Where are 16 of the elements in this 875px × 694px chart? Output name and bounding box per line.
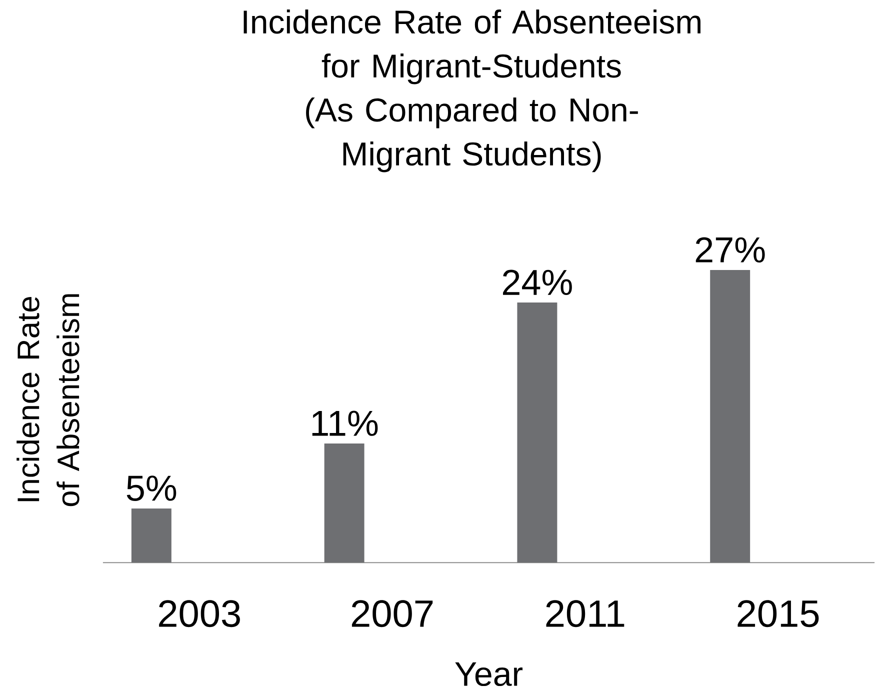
- x-axis-title: Year: [455, 662, 523, 686]
- bar: [324, 444, 364, 563]
- x-tick-label: 2007: [352, 600, 433, 628]
- data-label: 24%: [502, 270, 572, 296]
- chart-subtitle: (As Compared to Non-Migrant Students): [306, 98, 638, 172]
- data-label: 5%: [126, 476, 176, 502]
- bar: [710, 270, 750, 563]
- bar: [131, 508, 172, 563]
- bar: [517, 302, 558, 563]
- x-tick-label: 2015: [738, 600, 819, 628]
- data-label: 27%: [696, 237, 765, 263]
- x-tick-label: 2003: [159, 600, 240, 628]
- chart-title: Incidence Rate of Absenteeism for Migrant-Students: [244, 10, 700, 84]
- data-label: 11%: [312, 410, 378, 436]
- y-axis-title: Incidence Rate of Absenteeism: [16, 294, 80, 506]
- x-tick-label: 2011: [546, 600, 624, 628]
